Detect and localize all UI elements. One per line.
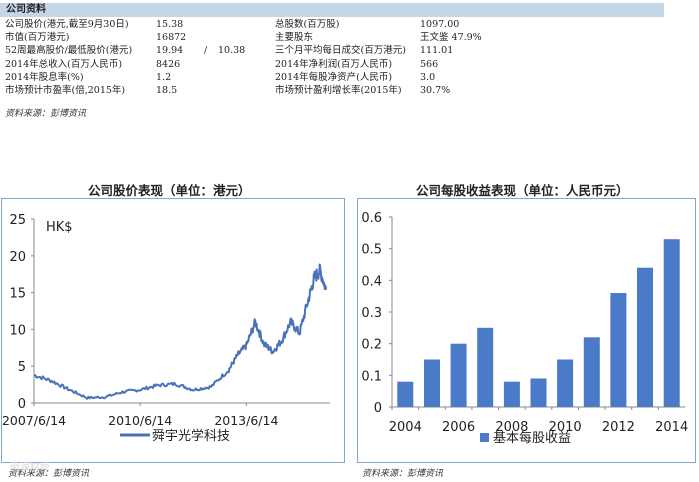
- y-tick-label: 0.5: [361, 243, 382, 258]
- info-row: 公司股价(港元,截至9月30日) 15.38 总股数(百万股) 1097.00: [0, 18, 664, 31]
- info-value: 10.38: [218, 45, 246, 57]
- info-label: 2014年每股净资产(人民币): [275, 71, 393, 83]
- x-tick-label: 2012: [602, 420, 635, 435]
- eps-bar: [477, 327, 494, 407]
- unit-label: HK$: [46, 220, 73, 235]
- y-tick-label: 0: [374, 401, 382, 416]
- info-value: 566: [420, 58, 439, 70]
- info-value: 15.38: [156, 19, 184, 30]
- eps-bar: [663, 239, 680, 407]
- info-label: 市值(百万港元): [5, 32, 70, 44]
- info-label: 2014年净利润(百万人民币): [275, 58, 393, 70]
- y-tick-label: 0.1: [361, 369, 382, 384]
- info-value: 王文鉴 47.9%: [420, 32, 482, 44]
- y-tick-label: 0.2: [361, 338, 382, 353]
- eps-bar: [610, 293, 627, 407]
- x-tick-label: 2010: [549, 420, 582, 435]
- x-tick-label: 2010/6/14: [108, 413, 172, 428]
- eps-bar: [557, 359, 574, 407]
- info-value: 30.7%: [420, 84, 451, 96]
- source-note-right: 资料来源：彭博资讯: [362, 469, 444, 479]
- x-tick-label: 2007/6/14: [2, 413, 66, 428]
- eps-bar: [637, 267, 653, 407]
- info-label: 52周最高股价/最低股价(港元): [5, 45, 133, 57]
- y-tick-label: 15: [9, 287, 26, 302]
- y-tick-label: 0.3: [361, 306, 382, 321]
- info-label: 2014年总收入(百万人民币): [5, 58, 123, 70]
- info-value: 19.94: [156, 45, 184, 57]
- info-value: 18.5: [156, 84, 178, 96]
- info-value: 8426: [156, 58, 181, 70]
- source-note-top: 资料来源：彭博资讯: [5, 109, 87, 119]
- info-row: 52周最高股价/最低股价(港元) 19.94 / 10.38 三个月平均每日成交…: [0, 44, 664, 57]
- info-label: 2014年股息率(%): [5, 71, 84, 83]
- price-chart: 0 5 10 15 20 25 HK$ 2007/6/14 2010/6/14 2013/6/14…: [2, 213, 330, 444]
- y-tick-label: 5: [18, 360, 26, 375]
- source-note-left: 资料来源：彭博资讯: [8, 469, 90, 479]
- y-tick-label: 20: [9, 250, 26, 265]
- eps-chart: 0 0.1 0.2 0.3 0.4 0.5 0.6 2004 2006 2008 2010 2012 2…: [361, 211, 688, 446]
- section-header: 公司资料: [0, 3, 664, 17]
- info-label: 市场预计盈利增长率(2015年): [275, 84, 402, 96]
- info-value: 16872: [156, 32, 187, 44]
- legend-swatch: [480, 433, 489, 442]
- price-series-line: [33, 263, 327, 400]
- info-value: 1.2: [156, 71, 172, 83]
- info-value: 1097.00: [420, 19, 460, 30]
- eps-bar: [397, 381, 414, 407]
- info-row: 2014年总收入(百万人民币) 8426 2014年净利润(百万人民币) 566: [0, 58, 664, 71]
- legend-label: 基本每股收益: [493, 430, 571, 446]
- x-tick-label: 2004: [389, 420, 422, 435]
- price-chart-panel: 0 5 10 15 20 25 HK$ 2007/6/14 2010/6/14 2013/6/14…: [1, 198, 345, 463]
- info-label: 总股数(百万股): [275, 19, 340, 30]
- x-tick-label: 2013/6/14: [214, 413, 278, 428]
- info-row: 2014年股息率(%) 1.2 2014年每股净资产(人民币) 3.0: [0, 71, 664, 84]
- info-value: 111.01: [420, 45, 454, 57]
- eps-bar: [450, 343, 467, 407]
- company-info-table: 公司股价(港元,截至9月30日) 15.38 总股数(百万股) 1097.00 …: [0, 18, 664, 97]
- legend-label: 舜宇光学科技: [152, 428, 230, 444]
- info-separator: /: [204, 45, 208, 57]
- eps-bar: [583, 337, 600, 407]
- eps-chart-title: 公司每股收益表现（单位：人民币元）: [416, 183, 629, 198]
- info-label: 三个月平均每日成交(百万港元): [275, 45, 406, 57]
- info-label: 公司股价(港元,截至9月30日): [5, 19, 129, 30]
- y-tick-label: 0.4: [361, 274, 382, 289]
- x-tick-label: 2008: [495, 420, 528, 435]
- info-label: 市场预计市盈率(倍,2015年): [5, 84, 126, 96]
- x-tick-label: 2006: [442, 420, 475, 435]
- info-value: 3.0: [420, 71, 436, 83]
- y-tick-label: 10: [9, 323, 26, 338]
- info-label: 主要股东: [275, 32, 314, 44]
- info-row: 市值(百万港元) 16872 主要股东 王文鉴 47.9%: [0, 31, 664, 44]
- price-chart-title: 公司股价表现（单位：港元）: [88, 183, 251, 198]
- y-tick-label: 25: [9, 213, 26, 228]
- info-row: 市场预计市盈率(倍,2015年) 18.5 市场预计盈利增长率(2015年) 3…: [0, 84, 664, 97]
- eps-bar: [424, 359, 440, 407]
- y-tick-label: 0: [18, 397, 26, 412]
- eps-bar: [530, 378, 547, 407]
- watermark: 新浪财经: [10, 462, 50, 473]
- section-title: 公司资料: [6, 4, 46, 15]
- eps-bar: [503, 381, 520, 407]
- x-tick-label: 2014: [655, 420, 688, 435]
- y-tick-label: 0.6: [361, 211, 382, 226]
- eps-chart-panel: 0 0.1 0.2 0.3 0.4 0.5 0.6 2004 2006 2008 2010 2012 2…: [357, 198, 696, 463]
